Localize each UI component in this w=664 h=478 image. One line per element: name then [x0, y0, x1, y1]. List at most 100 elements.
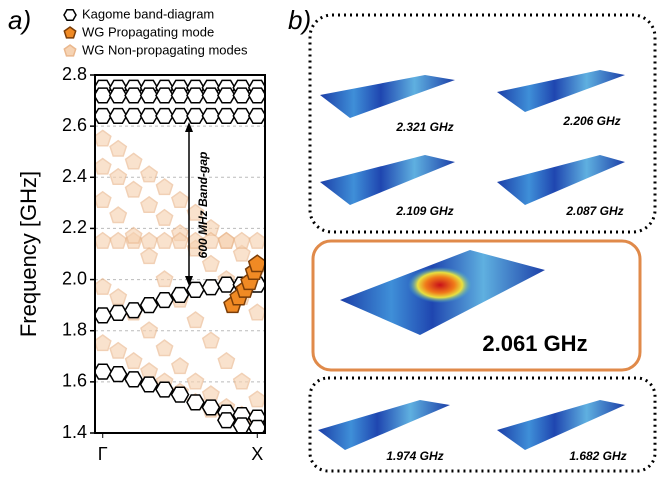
y-axis-title: Frequency [GHz] [16, 171, 41, 337]
point [232, 417, 252, 433]
point [247, 419, 265, 433]
legend-marker [63, 9, 77, 21]
point [124, 302, 143, 319]
point [201, 385, 220, 403]
mode-label: 2.061 GHz [482, 331, 587, 356]
point [155, 107, 174, 125]
point [170, 87, 190, 104]
point [232, 107, 252, 125]
point [155, 291, 174, 309]
y-tick-label: 2.2 [62, 217, 87, 237]
point [124, 371, 143, 388]
point [247, 107, 265, 125]
point [170, 107, 190, 125]
point [109, 231, 128, 249]
mode-label: 2.206 GHz [562, 114, 620, 128]
mode-images [318, 70, 625, 450]
mode-label: 1.682 GHz [569, 449, 626, 463]
point [124, 87, 143, 104]
legend-label: WG Non-propagating modes [82, 42, 248, 57]
point [95, 157, 112, 175]
point [139, 87, 159, 104]
annotation: 600 MHz Band-gap [196, 152, 210, 259]
point [95, 107, 113, 125]
point [232, 244, 251, 262]
point [247, 254, 265, 273]
point [217, 276, 236, 293]
y-tick-label: 2.8 [62, 64, 87, 84]
point [124, 180, 143, 198]
point [155, 381, 174, 398]
point [155, 87, 174, 104]
point [248, 390, 265, 408]
point [109, 206, 128, 224]
point [217, 107, 236, 125]
y-tick-label: 2.0 [62, 268, 87, 288]
legend-marker [63, 26, 77, 39]
point [201, 107, 221, 125]
point [139, 107, 159, 125]
x-tick-label: X [251, 444, 263, 464]
point [201, 399, 221, 416]
mode-group-frame [308, 13, 657, 234]
point [248, 303, 265, 321]
point [95, 190, 112, 208]
point [186, 372, 205, 390]
point [109, 167, 128, 185]
point [95, 129, 112, 147]
point [124, 152, 143, 170]
point [155, 178, 174, 196]
legend-marker [63, 44, 77, 57]
point [186, 394, 205, 411]
point [171, 357, 189, 375]
point [139, 297, 159, 314]
y-tick-label: 1.4 [62, 422, 87, 442]
point [108, 304, 128, 321]
y-tick-label: 2.6 [62, 115, 87, 135]
point [124, 351, 143, 370]
point [171, 190, 189, 208]
legend-label: WG Propagating mode [82, 24, 214, 39]
point [108, 87, 128, 104]
point [95, 363, 113, 380]
point [140, 165, 159, 183]
point [155, 339, 174, 357]
mode-group-frame [308, 376, 657, 473]
point [217, 87, 236, 104]
point [232, 372, 251, 390]
point [109, 288, 128, 306]
band-gap-arrow [185, 122, 193, 286]
point [217, 412, 236, 429]
mode-label: 1.974 GHz [386, 449, 443, 463]
y-tick-label: 1.6 [62, 371, 87, 391]
mode-label: 2.321 GHz [395, 120, 453, 134]
point [139, 376, 159, 393]
y-tick-label: 2.4 [62, 166, 87, 186]
point [155, 208, 174, 226]
point [186, 107, 205, 125]
point [140, 231, 159, 249]
point [248, 231, 265, 249]
point [109, 139, 128, 157]
plot-area [95, 75, 265, 433]
point [170, 386, 190, 403]
point [124, 226, 143, 244]
point [201, 87, 221, 104]
point [140, 321, 159, 339]
point [140, 362, 159, 380]
point [155, 270, 174, 288]
point [201, 254, 220, 272]
point [171, 231, 189, 249]
point [155, 231, 174, 249]
point [201, 231, 220, 249]
point [95, 87, 113, 104]
point [95, 334, 112, 352]
mode-label: 2.109 GHz [395, 204, 453, 218]
point [108, 107, 128, 125]
x-tick-label: Γ [98, 444, 108, 464]
point [140, 195, 159, 214]
point [201, 279, 221, 296]
panel-label: b) [288, 5, 311, 35]
